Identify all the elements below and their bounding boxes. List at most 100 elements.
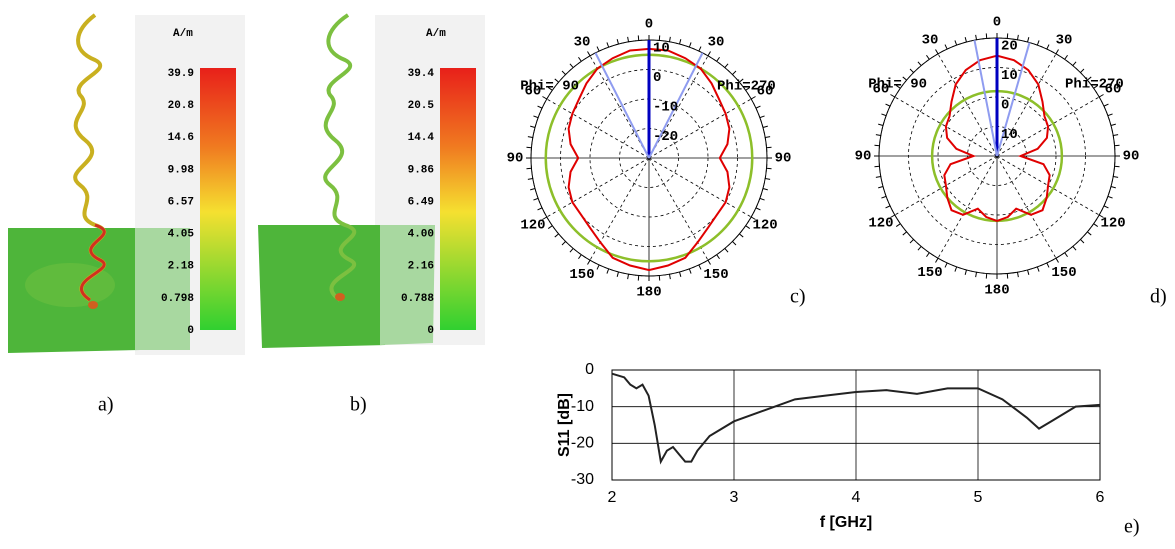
y-tick-label: -30 bbox=[571, 471, 594, 488]
scale-label: 9.86 bbox=[408, 164, 434, 176]
theta-label: 30 bbox=[922, 33, 939, 49]
tick-deco bbox=[617, 272, 618, 277]
tick-deco bbox=[669, 274, 670, 279]
tick-deco bbox=[597, 265, 599, 270]
tick-deco bbox=[725, 248, 728, 252]
r-label: 0 bbox=[653, 70, 661, 86]
scale-label: 4.05 bbox=[168, 229, 195, 241]
theta-label: 150 bbox=[1051, 265, 1076, 281]
tick-deco bbox=[1065, 253, 1068, 257]
y-tick-label: 0 bbox=[585, 361, 594, 378]
tick-deco bbox=[617, 39, 618, 44]
tick-deco bbox=[542, 97, 546, 100]
tick-deco bbox=[756, 106, 761, 108]
scale-label: 39.9 bbox=[168, 68, 194, 80]
tick-deco bbox=[628, 274, 629, 279]
theta-label: 120 bbox=[752, 218, 777, 234]
scale-label: 0 bbox=[187, 325, 194, 337]
tick-deco bbox=[760, 116, 765, 118]
tick-deco bbox=[886, 206, 891, 208]
tick-deco bbox=[886, 104, 891, 106]
scale-label: 0.788 bbox=[401, 293, 434, 305]
tick-deco bbox=[881, 114, 886, 116]
tick-deco bbox=[533, 116, 538, 118]
scale-label: 9.98 bbox=[168, 164, 195, 176]
tick-deco bbox=[725, 64, 728, 68]
tick-deco bbox=[570, 64, 573, 68]
tick-deco bbox=[965, 270, 966, 275]
annotation: Phi= 90 bbox=[868, 77, 927, 93]
tick-deco bbox=[976, 35, 977, 40]
tick-deco bbox=[732, 71, 736, 75]
tick-deco bbox=[578, 57, 581, 61]
caption: a) bbox=[98, 394, 114, 416]
tick-deco bbox=[936, 258, 939, 262]
tick-deco bbox=[765, 178, 770, 179]
tick-deco bbox=[876, 135, 881, 136]
r-label: 0 bbox=[1001, 98, 1009, 114]
theta-label: 30 bbox=[1056, 33, 1073, 49]
tick-deco bbox=[1073, 246, 1076, 250]
y-tick-label: -20 bbox=[571, 435, 594, 452]
color-bar bbox=[440, 68, 476, 330]
scale-label: 6.49 bbox=[408, 196, 434, 208]
tick-deco bbox=[1065, 55, 1068, 59]
theta-label: 120 bbox=[520, 218, 545, 234]
tick-deco bbox=[1028, 37, 1029, 42]
tick-deco bbox=[538, 106, 543, 108]
unit-label: A/m bbox=[426, 28, 446, 40]
tick-deco bbox=[1104, 104, 1109, 106]
r-label: 20 bbox=[1001, 39, 1018, 55]
tick-deco bbox=[588, 260, 591, 264]
tick-deco bbox=[548, 226, 552, 229]
annotation: Phi=270 bbox=[1065, 77, 1124, 93]
r-label: 10 bbox=[1001, 127, 1018, 143]
tick-deco bbox=[562, 71, 566, 75]
tick-deco bbox=[1047, 45, 1049, 50]
scale-label: 14.4 bbox=[408, 132, 435, 144]
tick-deco bbox=[528, 178, 533, 179]
caption: c) bbox=[790, 286, 806, 308]
tick-deco bbox=[890, 95, 894, 98]
tick-deco bbox=[955, 40, 957, 45]
tick-deco bbox=[1017, 272, 1018, 277]
x-tick-label: 4 bbox=[852, 489, 861, 506]
tick-deco bbox=[918, 62, 921, 66]
scale-label: 14.6 bbox=[168, 132, 194, 144]
caption: e) bbox=[1124, 516, 1140, 538]
tick-deco bbox=[1056, 49, 1059, 53]
tick-deco bbox=[1113, 176, 1118, 177]
theta-label: 180 bbox=[984, 283, 1009, 299]
theta-label: 0 bbox=[645, 17, 653, 33]
tick-deco bbox=[1113, 135, 1118, 136]
tick-deco bbox=[708, 51, 711, 55]
tick-deco bbox=[578, 255, 581, 259]
tick-deco bbox=[763, 126, 768, 127]
tick-deco bbox=[926, 253, 929, 257]
scale-label: 0.798 bbox=[161, 293, 194, 305]
scale-label: 39.4 bbox=[408, 68, 435, 80]
x-tick-label: 2 bbox=[608, 489, 617, 506]
x-axis-label: f [GHz] bbox=[820, 514, 872, 531]
tick-deco bbox=[936, 49, 939, 53]
tick-deco bbox=[760, 198, 765, 200]
tick-deco bbox=[1094, 224, 1098, 227]
tick-deco bbox=[538, 208, 543, 210]
tick-deco bbox=[689, 42, 691, 47]
scale-label: 6.57 bbox=[168, 196, 194, 208]
tick-deco bbox=[878, 187, 883, 188]
tick-deco bbox=[1087, 232, 1091, 235]
tick-deco bbox=[1080, 239, 1084, 243]
theta-label: 90 bbox=[775, 151, 792, 167]
y-tick-label: -10 bbox=[571, 398, 594, 415]
y-axis-label: S11 [dB] bbox=[556, 393, 573, 457]
theta-label: 30 bbox=[574, 35, 591, 51]
tick-deco bbox=[530, 189, 535, 190]
scale-label: 2.18 bbox=[168, 261, 195, 273]
tick-deco bbox=[570, 248, 573, 252]
tick-deco bbox=[597, 47, 599, 52]
tick-deco bbox=[708, 260, 711, 264]
theta-label: 0 bbox=[993, 15, 1001, 31]
tick-deco bbox=[926, 55, 929, 59]
tick-deco bbox=[717, 255, 720, 259]
